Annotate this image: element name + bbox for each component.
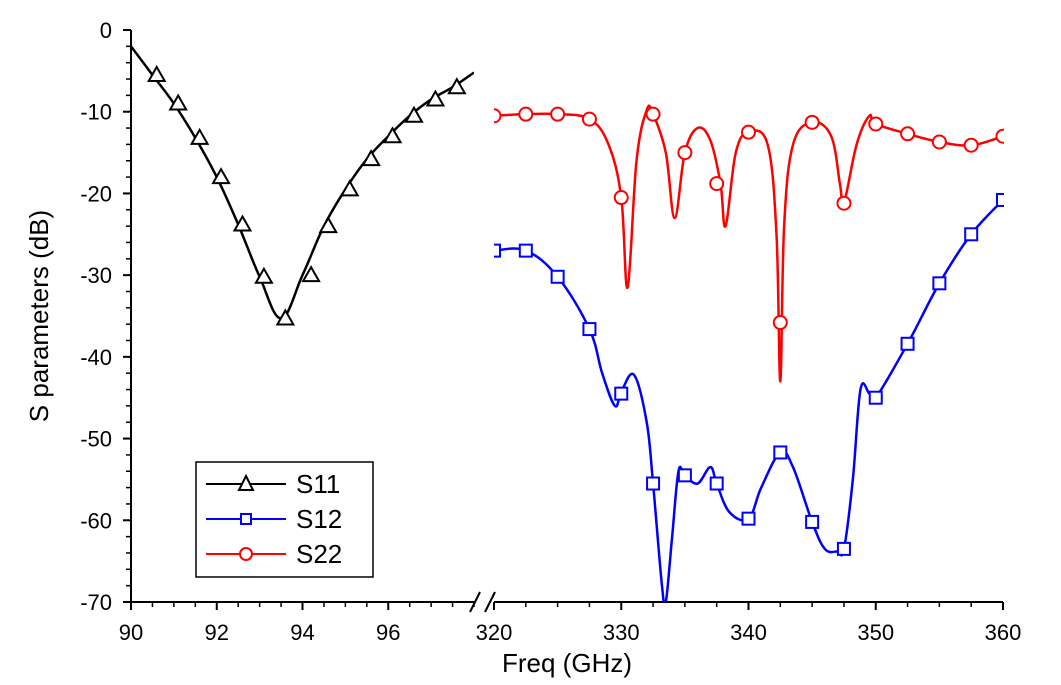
series-line-s11 bbox=[131, 45, 474, 320]
y-tick-label: -50 bbox=[80, 427, 112, 452]
data-point-s22 bbox=[645, 106, 661, 122]
x-tick-label: 320 bbox=[476, 620, 513, 645]
legend-marker-s11 bbox=[237, 473, 255, 491]
data-point-s11 bbox=[339, 179, 360, 197]
data-point-s22 bbox=[772, 315, 788, 331]
data-point-s11 bbox=[404, 105, 424, 123]
x-tick-label: 360 bbox=[985, 620, 1022, 645]
data-point-s22 bbox=[581, 111, 597, 127]
data-point-s12 bbox=[741, 511, 756, 526]
y-tick-label: -10 bbox=[80, 100, 112, 125]
series-s12 bbox=[494, 192, 1004, 602]
data-point-s12 bbox=[805, 514, 820, 529]
data-point-s12 bbox=[677, 468, 692, 483]
legend-entry-s22: S22 bbox=[206, 539, 342, 569]
data-point-s22 bbox=[709, 176, 725, 192]
data-point-s12 bbox=[494, 243, 501, 258]
data-point-s11 bbox=[232, 214, 253, 232]
data-point-s12 bbox=[614, 386, 629, 401]
legend-marker-s12 bbox=[240, 513, 252, 525]
x-tick-label: 94 bbox=[290, 620, 314, 645]
legend-entry-s12: S12 bbox=[206, 504, 342, 534]
data-point-s11 bbox=[382, 126, 403, 144]
data-point-s12 bbox=[964, 227, 979, 242]
series-line-s22 bbox=[494, 104, 1004, 383]
series-s11 bbox=[131, 45, 474, 326]
data-point-s11 bbox=[447, 77, 467, 95]
series-s22 bbox=[494, 104, 1004, 383]
y-tick-label: -30 bbox=[80, 263, 112, 288]
x-tick-label: 350 bbox=[857, 620, 894, 645]
data-point-s11 bbox=[318, 216, 338, 234]
data-point-s12 bbox=[646, 476, 661, 491]
axis-break-mark bbox=[469, 591, 496, 613]
data-point-s11 bbox=[361, 149, 381, 167]
data-point-s22 bbox=[963, 137, 979, 153]
data-point-s12 bbox=[709, 476, 724, 491]
data-point-s11 bbox=[168, 93, 188, 111]
data-point-s12 bbox=[932, 276, 947, 291]
data-point-s12 bbox=[900, 336, 915, 351]
x-tick-label: 340 bbox=[730, 620, 767, 645]
data-point-s12 bbox=[582, 322, 597, 337]
data-point-s22 bbox=[613, 190, 629, 206]
series-layer bbox=[131, 45, 1004, 602]
x-tick-label: 330 bbox=[603, 620, 640, 645]
legend: S11 S12 S22 bbox=[195, 461, 374, 578]
y-tick-label: 0 bbox=[100, 18, 112, 43]
data-point-s22 bbox=[518, 106, 534, 122]
data-point-s11 bbox=[275, 308, 296, 326]
legend-label-s12: S12 bbox=[296, 504, 342, 534]
legend-marker-s22 bbox=[239, 547, 253, 561]
x-axis-title: Freq (GHz) bbox=[502, 648, 632, 678]
x-tick-label: 90 bbox=[119, 620, 143, 645]
data-point-s12 bbox=[996, 192, 1004, 207]
data-point-s22 bbox=[868, 116, 884, 132]
legend-label-s22: S22 bbox=[296, 539, 342, 569]
data-point-s22 bbox=[836, 195, 852, 211]
data-point-s12 bbox=[550, 269, 565, 284]
y-tick-label: -60 bbox=[80, 508, 112, 533]
data-point-s22 bbox=[677, 145, 693, 161]
y-tick-label: -40 bbox=[80, 345, 112, 370]
data-point-s12 bbox=[773, 445, 788, 460]
data-point-s11 bbox=[147, 64, 167, 82]
data-point-s11 bbox=[301, 265, 321, 283]
x-ticks: 90 92 94 96 320 330 340 350 360 bbox=[119, 602, 1022, 645]
y-tick-label: -20 bbox=[80, 181, 112, 206]
data-point-s12 bbox=[868, 390, 883, 405]
y-tick-label: -70 bbox=[80, 590, 112, 615]
data-point-s12 bbox=[518, 243, 533, 258]
data-point-s22 bbox=[804, 114, 820, 130]
data-point-s22 bbox=[900, 126, 916, 142]
data-point-s11 bbox=[254, 266, 274, 284]
data-point-s11 bbox=[211, 167, 231, 185]
legend-entry-s11: S11 bbox=[206, 469, 340, 499]
y-axis-title: S parameters (dB) bbox=[24, 210, 54, 422]
data-point-s22 bbox=[931, 134, 947, 150]
y-ticks: 0 -10 -20 -30 -40 -50 -60 -70 bbox=[80, 18, 131, 615]
data-point-s22 bbox=[550, 106, 566, 122]
x-tick-label: 92 bbox=[205, 620, 229, 645]
data-point-s22 bbox=[741, 124, 756, 140]
legend-label-s11: S11 bbox=[296, 469, 340, 499]
data-point-s11 bbox=[189, 127, 210, 145]
data-point-s11 bbox=[425, 89, 446, 107]
data-point-s12 bbox=[836, 541, 851, 556]
series-line-s12 bbox=[494, 199, 1004, 602]
x-tick-label: 96 bbox=[376, 620, 400, 645]
data-point-s22 bbox=[995, 128, 1004, 144]
data-point-s22 bbox=[494, 108, 502, 124]
